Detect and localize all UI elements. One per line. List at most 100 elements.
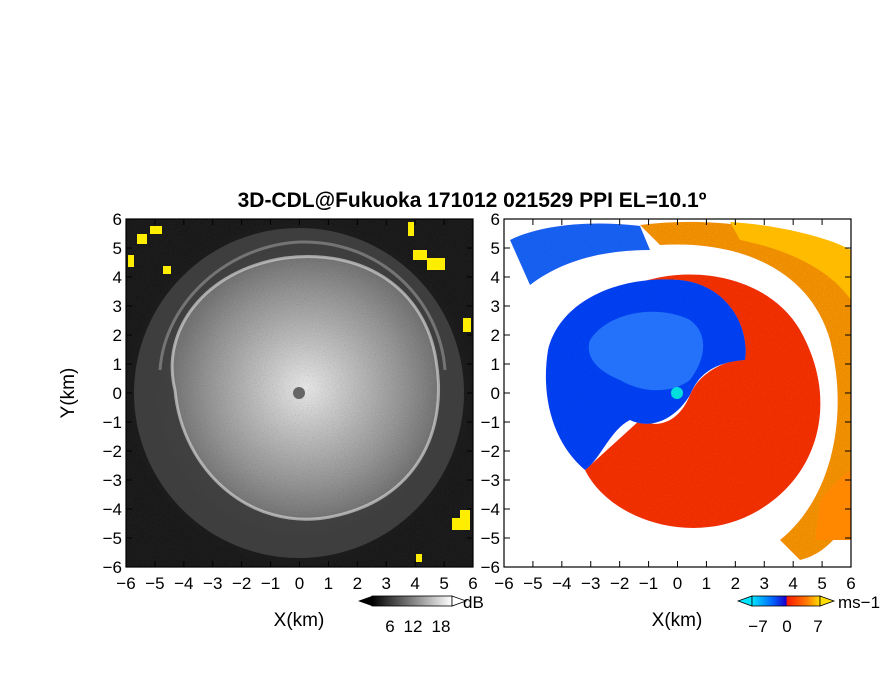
colorbar-unit: dB: [463, 593, 484, 612]
x-tick-label: −1: [261, 574, 280, 593]
colorbar-right-arrow: [451, 595, 468, 607]
patch: [452, 518, 470, 530]
x-tick-label: −4: [174, 574, 193, 593]
y-tick-label: 3: [491, 297, 500, 316]
colorbar-bar: [371, 595, 453, 607]
y-tick-label: 6: [491, 210, 500, 229]
patch: [163, 266, 171, 274]
patch: [408, 222, 414, 236]
colorbar-tick: 12: [404, 617, 423, 636]
y-tick-label: 2: [113, 326, 122, 345]
x-tick-label: −6: [494, 574, 513, 593]
patch: [460, 510, 470, 518]
intensity-y-label: Y(km): [58, 368, 79, 419]
figure-title: 3D-CDL@Fukuoka 171012 021529 PPI EL=10.1…: [238, 189, 707, 212]
x-tick-label: 2: [353, 574, 362, 593]
colorbar-right-arrow: [819, 595, 836, 607]
y-tick-label: −3: [481, 471, 500, 490]
velocity-main-positive: [585, 274, 821, 528]
intensity-core: [172, 256, 439, 520]
x-tick-label: −5: [145, 574, 164, 593]
x-tick-label: −1: [639, 574, 658, 593]
x-tick-label: 1: [702, 574, 711, 593]
radar-site-marker: [293, 387, 305, 399]
x-tick-label: −6: [116, 574, 135, 593]
y-tick-label: 5: [113, 239, 122, 258]
patch: [463, 318, 471, 332]
intensity-yellow-patches: [128, 222, 471, 562]
y-tick-label: 1: [491, 355, 500, 374]
y-tick-label: −4: [481, 500, 500, 519]
x-tick-label: −2: [610, 574, 629, 593]
y-tick-label: 4: [113, 268, 122, 287]
colorbar-unit: ms−1: [838, 593, 880, 612]
x-tick-label: 4: [410, 574, 419, 593]
velocity-outer-negative: [510, 223, 650, 285]
x-tick-label: 3: [760, 574, 769, 593]
y-tick-label: −1: [103, 413, 122, 432]
colorbar-left-arrow: [736, 595, 753, 607]
y-tick-label: 2: [491, 326, 500, 345]
y-tick-label: 1: [113, 355, 122, 374]
intensity-heatmap: [126, 219, 473, 567]
patch: [128, 255, 134, 267]
intensity-colorbar: 6 12 18 dB: [358, 593, 484, 636]
y-tick-label: 4: [491, 268, 500, 287]
x-tick-label: 3: [382, 574, 391, 593]
velocity-se-patch: [815, 470, 851, 540]
velocity-x-label: X(km): [652, 610, 703, 631]
velocity-colorbar: −7 0 7 ms−1: [736, 593, 880, 636]
x-tick-label: 1: [324, 574, 333, 593]
x-tick-label: 5: [439, 574, 448, 593]
y-tick-label: 0: [491, 384, 500, 403]
y-tick-label: −1: [481, 413, 500, 432]
y-tick-label: 6: [113, 210, 122, 229]
colorbar-tick: 6: [385, 617, 394, 636]
y-tick-label: −5: [103, 529, 122, 548]
x-tick-label: 0: [673, 574, 682, 593]
x-tick-label: 6: [468, 574, 477, 593]
colorbar-left-arrow: [358, 596, 372, 606]
y-tick-label: −4: [103, 500, 122, 519]
y-tick-label: −3: [103, 471, 122, 490]
x-tick-label: −2: [232, 574, 251, 593]
patch: [150, 226, 162, 234]
y-tick-label: 5: [491, 239, 500, 258]
velocity-far-positive: [730, 222, 851, 300]
y-tick-label: 0: [113, 384, 122, 403]
y-tick-label: −6: [103, 558, 122, 577]
velocity-inner-negative: [588, 311, 704, 391]
intensity-ring-edge: [170, 255, 440, 521]
y-tick-label: −6: [481, 558, 500, 577]
x-tick-label: 0: [295, 574, 304, 593]
x-tick-label: −3: [203, 574, 222, 593]
x-tick-label: 6: [846, 574, 855, 593]
colorbar-tick: 0: [782, 617, 791, 636]
patch: [137, 234, 147, 244]
x-tick-label: 4: [788, 574, 797, 593]
patch: [427, 258, 445, 270]
x-tick-label: −5: [523, 574, 542, 593]
colorbar-tick: 7: [813, 617, 822, 636]
x-tick-label: 5: [817, 574, 826, 593]
intensity-upper-arc: [158, 240, 447, 371]
intensity-x-label: X(km): [274, 610, 325, 631]
x-tick-label: −4: [552, 574, 571, 593]
colorbar-bar: [751, 595, 821, 607]
patch: [416, 554, 422, 562]
y-tick-label: −5: [481, 529, 500, 548]
x-tick-label: 2: [731, 574, 740, 593]
colorbar-tick: −7: [748, 617, 767, 636]
radar-site-marker: [671, 387, 683, 399]
velocity-heatmap: [504, 219, 851, 567]
y-tick-label: −2: [481, 442, 500, 461]
patch: [413, 250, 427, 260]
y-tick-label: 3: [113, 297, 122, 316]
y-tick-label: −2: [103, 442, 122, 461]
